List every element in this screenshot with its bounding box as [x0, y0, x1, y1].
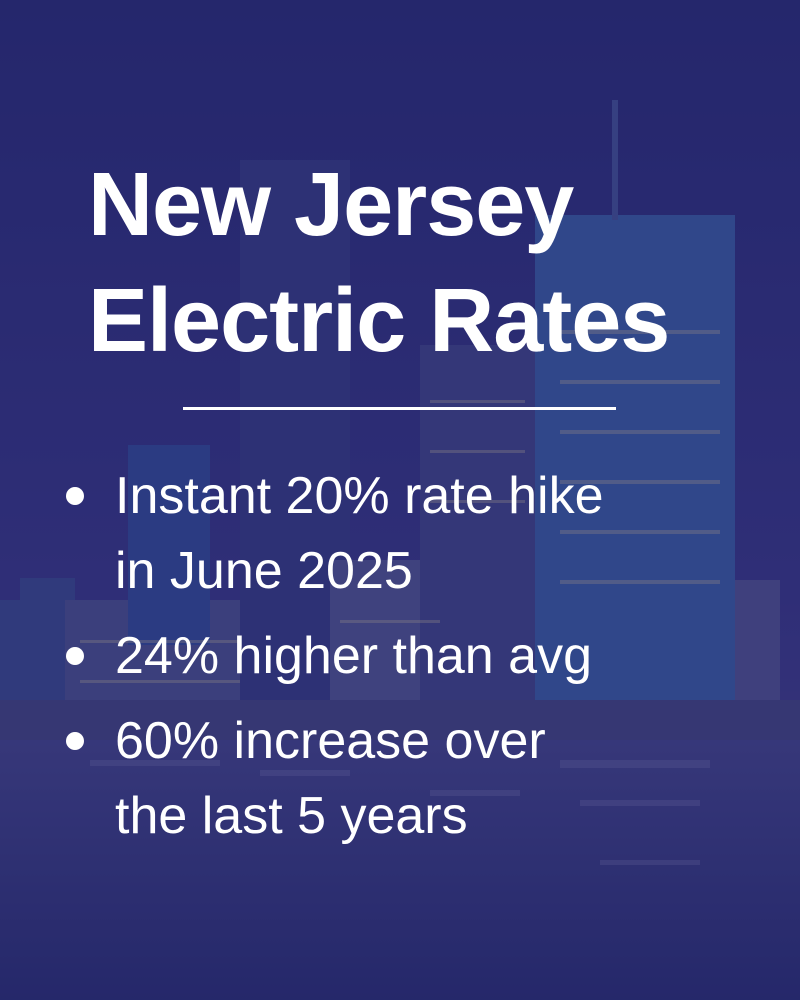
bullet-dot [66, 647, 84, 665]
bullet-text: in June 2025 [115, 542, 413, 600]
bullet-text: 24% higher than avg [115, 627, 593, 685]
title: New Jersey [88, 155, 574, 255]
bullet-text: Instant 20% rate hike [115, 467, 604, 525]
bullet-text: the last 5 years [115, 787, 468, 845]
bullet-text: 60% increase over [115, 712, 546, 770]
bullet-dot [66, 487, 84, 505]
title: Electric Rates [88, 271, 670, 371]
bullet-dot [66, 732, 84, 750]
divider [183, 407, 616, 410]
